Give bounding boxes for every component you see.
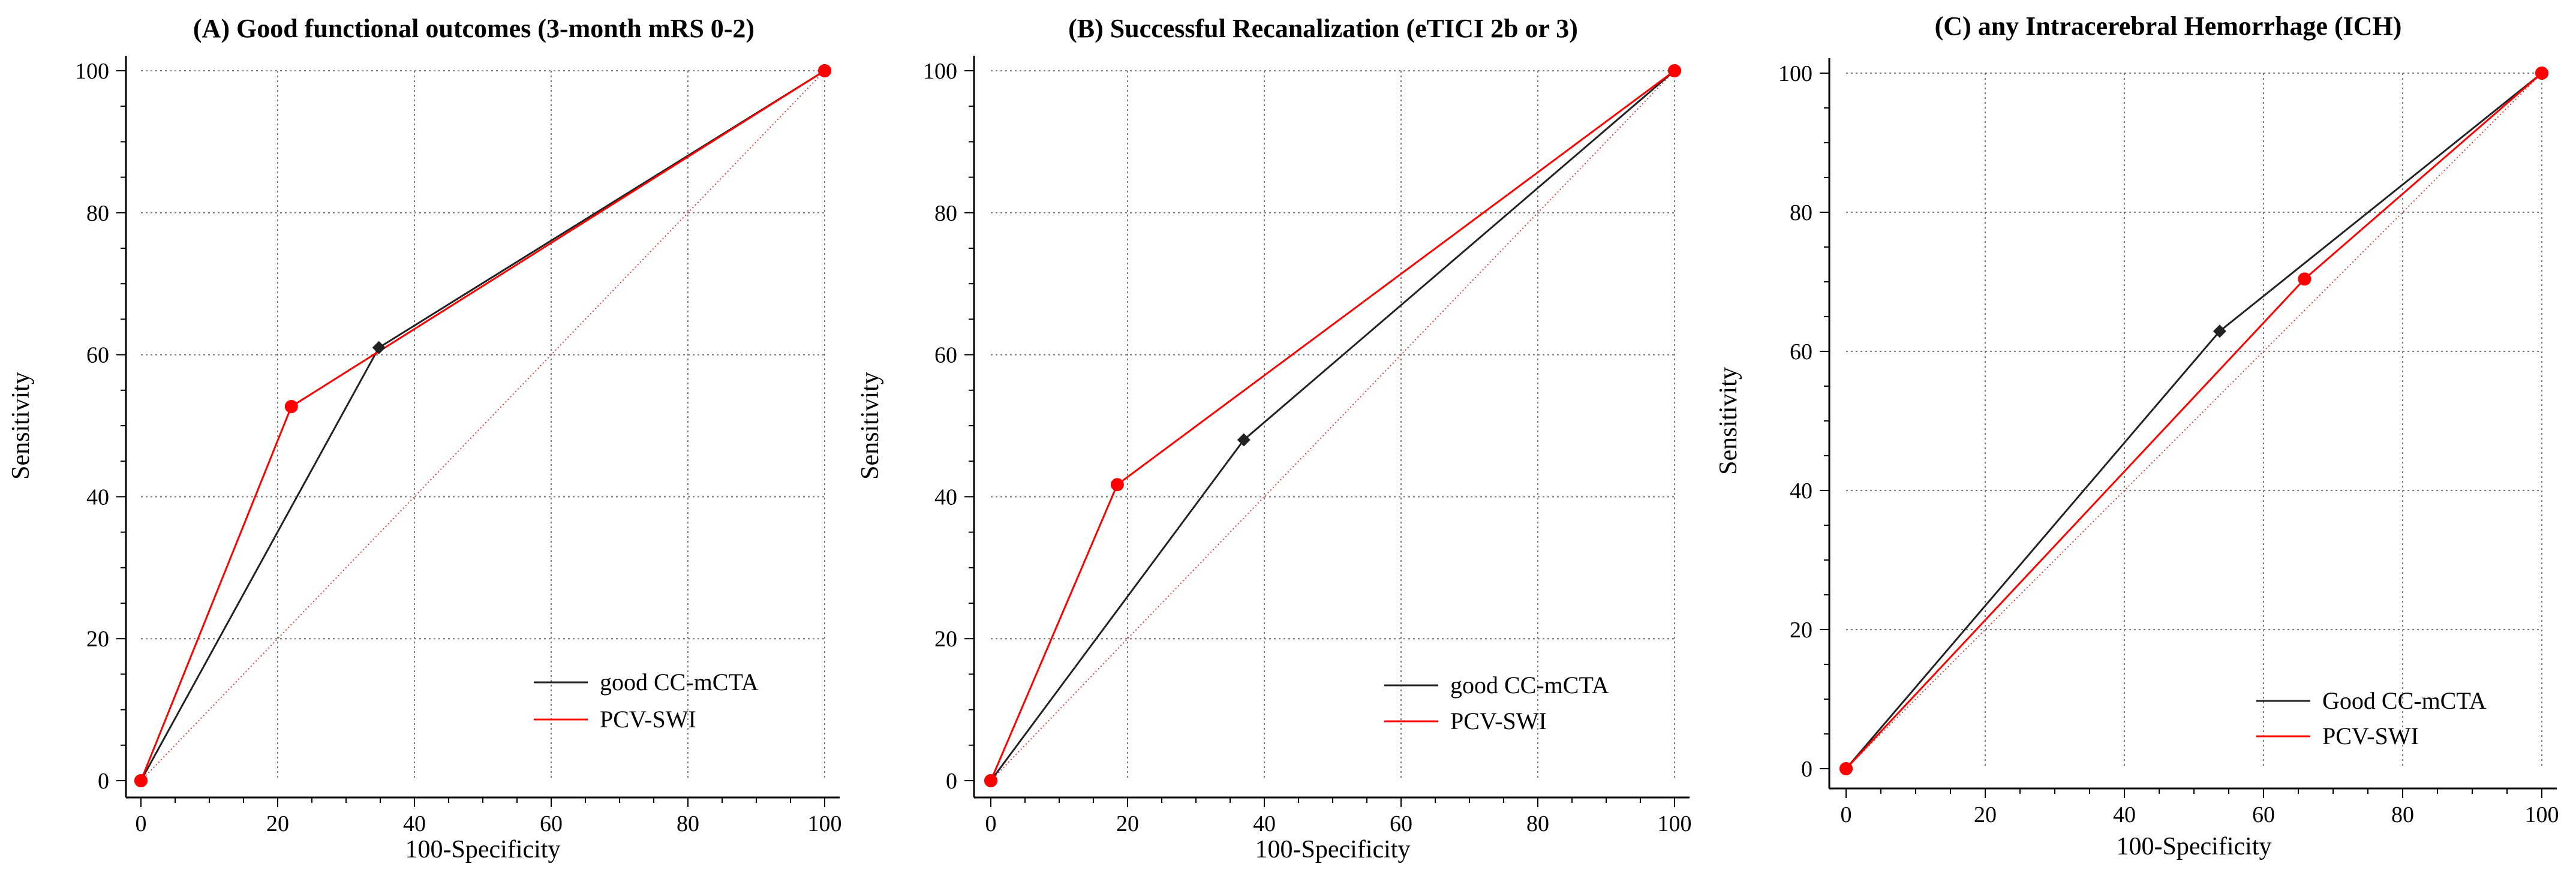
y-tick-label: 40 (86, 484, 109, 510)
y-tick-label: 40 (934, 484, 957, 510)
x-tick-label: 0 (136, 811, 147, 836)
x-tick-label: 60 (2252, 802, 2275, 827)
y-tick-label: 40 (1790, 478, 1812, 504)
roc-endpoint-marker (134, 774, 148, 787)
pcv-swi-point-marker (1110, 478, 1124, 492)
legend-label: PCV-SWI (1450, 708, 1547, 735)
reference-diagonal-line (990, 70, 1675, 781)
y-tick-label: 0 (98, 769, 109, 794)
x-tick-label: 40 (1253, 811, 1276, 836)
x-tick-label: 100 (1658, 811, 1692, 836)
y-axis-label: Sensitivity (856, 372, 884, 480)
reference-diagonal-line (140, 70, 825, 781)
x-tick-label: 20 (1116, 811, 1139, 836)
x-tick-label: 100 (2525, 802, 2559, 827)
y-axis-label: Sensitivity (1715, 367, 1742, 475)
roc-chart-3: (C) any Intracerebral Hemorrhage (ICH) 0 2… (1715, 11, 2559, 860)
chart-title: (B) Successful Recanalization (eTICI 2b … (1068, 14, 1578, 43)
roc-endpoint-marker (1839, 762, 1853, 775)
x-tick-label: 80 (677, 811, 699, 836)
y-tick-label: 60 (1790, 339, 1812, 365)
roc-endpoint-marker (984, 774, 997, 787)
roc-endpoint-marker (1668, 64, 1681, 77)
pcv-swi-point-marker (2298, 272, 2312, 286)
y-tick-label: 20 (1790, 618, 1812, 643)
legend: Good CC-mCTA PCV-SWI (2256, 687, 2487, 749)
roc-endpoint-marker (818, 64, 831, 77)
y-axis-label: Sensitivity (7, 372, 35, 480)
y-tick-label: 100 (75, 59, 109, 84)
legend: good CC-mCTA PCV-SWI (1384, 672, 1609, 735)
y-tick-label: 80 (1790, 200, 1812, 225)
x-tick-label: 40 (403, 811, 426, 836)
y-tick-label: 100 (923, 59, 957, 84)
y-tick-label: 80 (934, 201, 957, 226)
x-axis-label: 100-Specificity (2117, 833, 2272, 860)
cc-mcta-point-marker (1237, 433, 1251, 447)
legend-label: Good CC-mCTA (2322, 687, 2487, 714)
x-axis-label: 100-Specificity (405, 836, 561, 863)
x-tick-label: 20 (1974, 802, 1997, 827)
cc-mcta-point-marker (372, 341, 386, 354)
reference-diagonal-line (1845, 73, 2542, 769)
y-tick-label: 0 (1801, 757, 1812, 782)
y-tick-label: 20 (86, 627, 109, 652)
y-tick-label: 60 (86, 343, 109, 368)
x-tick-label: 80 (1526, 811, 1549, 836)
x-tick-label: 20 (266, 811, 289, 836)
roc-chart-1: (A) Good functional outcomes (3-month mR… (7, 14, 842, 863)
x-tick-label: 0 (985, 811, 997, 836)
x-tick-label: 60 (1390, 811, 1412, 836)
legend-label: PCV-SWI (600, 706, 696, 733)
x-axis-label: 100-Specificity (1255, 836, 1411, 863)
x-tick-label: 100 (808, 811, 842, 836)
y-tick-label: 20 (934, 627, 957, 652)
legend-label: good CC-mCTA (600, 669, 759, 696)
y-tick-label: 0 (946, 769, 957, 794)
y-tick-label: 100 (1778, 61, 1812, 86)
y-tick-label: 80 (86, 201, 109, 226)
x-tick-label: 40 (2113, 802, 2136, 827)
roc-chart-2: (B) Successful Recanalization (eTICI 2b … (856, 14, 1692, 863)
chart-title: (C) any Intracerebral Hemorrhage (ICH) (1935, 11, 2402, 41)
x-tick-label: 80 (2391, 802, 2414, 827)
y-tick-label: 60 (934, 343, 957, 368)
cc-mcta-point-marker (2213, 324, 2226, 338)
legend-label: good CC-mCTA (1450, 672, 1609, 699)
legend: good CC-mCTA PCV-SWI (534, 669, 759, 733)
chart-title: (A) Good functional outcomes (3-month mR… (193, 14, 755, 43)
x-tick-label: 0 (1841, 802, 1852, 827)
pcv-swi-point-marker (284, 400, 298, 414)
x-tick-label: 60 (540, 811, 563, 836)
legend-label: PCV-SWI (2322, 723, 2419, 749)
roc-endpoint-marker (2535, 67, 2548, 80)
